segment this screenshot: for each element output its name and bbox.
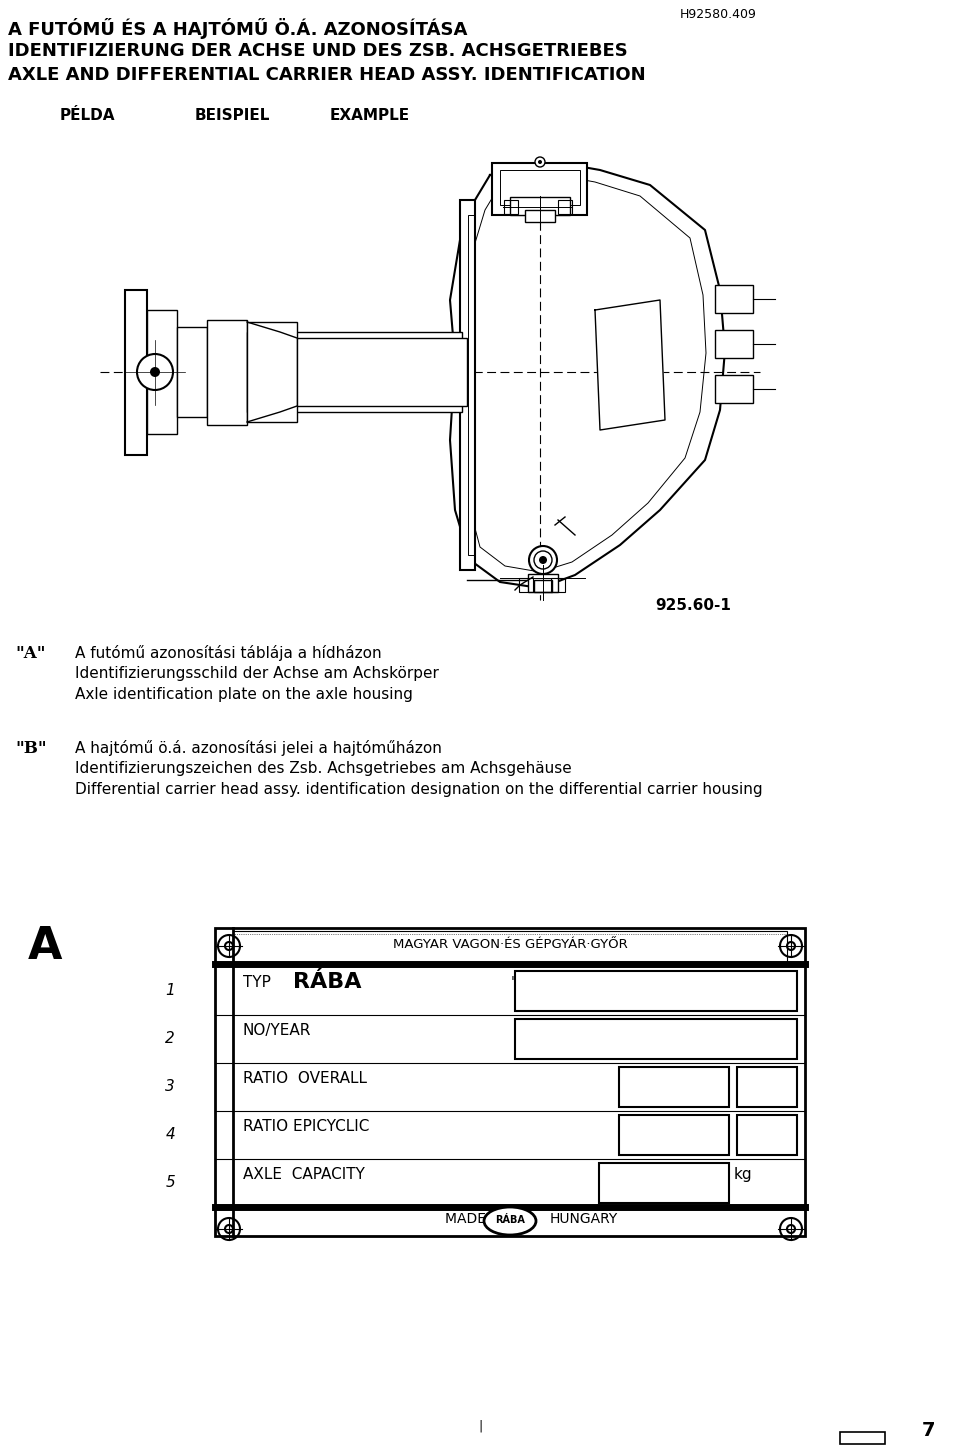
- Circle shape: [539, 556, 547, 564]
- Text: 5: 5: [165, 1175, 175, 1190]
- Bar: [233, 931, 787, 963]
- Text: RÁBA: RÁBA: [495, 1215, 525, 1225]
- Text: "B": "B": [15, 740, 47, 757]
- Bar: [207, 320, 247, 424]
- Circle shape: [137, 355, 173, 389]
- Text: 2: 2: [165, 1032, 175, 1046]
- Text: NO/YEAR: NO/YEAR: [243, 1023, 311, 1037]
- Bar: [492, 163, 587, 215]
- Text: 7: 7: [922, 1421, 935, 1440]
- Text: AXLE AND DIFFERENTIAL CARRIER HEAD ASSY. IDENTIFICATION: AXLE AND DIFFERENTIAL CARRIER HEAD ASSY.…: [8, 65, 646, 84]
- Text: A: A: [28, 926, 62, 968]
- Bar: [297, 339, 467, 405]
- Text: "A": "A": [15, 645, 45, 663]
- Bar: [504, 201, 518, 214]
- Text: Differential carrier head assy. identification designation on the differential c: Differential carrier head assy. identifi…: [75, 782, 762, 798]
- Bar: [558, 201, 572, 214]
- Polygon shape: [595, 299, 665, 430]
- Bar: [599, 1162, 729, 1203]
- Bar: [519, 578, 533, 591]
- Text: RATIO EPICYCLIC: RATIO EPICYCLIC: [243, 1119, 370, 1133]
- Bar: [247, 331, 462, 413]
- Text: RÁBA: RÁBA: [293, 972, 362, 992]
- Bar: [737, 1114, 797, 1155]
- Bar: [177, 327, 207, 417]
- Bar: [715, 330, 753, 357]
- Text: BEISPIEL: BEISPIEL: [195, 108, 271, 124]
- Text: MAGYAR VAGON·ÉS GÉPGYÁR·GYŐR: MAGYAR VAGON·ÉS GÉPGYÁR·GYŐR: [393, 939, 628, 952]
- Text: IDENTIFIZIERUNG DER ACHSE UND DES ZSB. ACHSGETRIEBES: IDENTIFIZIERUNG DER ACHSE UND DES ZSB. A…: [8, 42, 628, 60]
- Bar: [215, 928, 805, 1237]
- Text: EXAMPLE: EXAMPLE: [330, 108, 410, 124]
- Text: RATIO  OVERALL: RATIO OVERALL: [243, 1071, 367, 1085]
- Bar: [510, 198, 570, 215]
- Text: A futómű azonosítási táblája a hídházon: A futómű azonosítási táblája a hídházon: [75, 645, 382, 661]
- Circle shape: [150, 368, 160, 376]
- Bar: [215, 1207, 805, 1237]
- Bar: [619, 1067, 729, 1107]
- Text: A hajtómű ö.á. azonosítási jelei a hajtóműházon: A hajtómű ö.á. azonosítási jelei a hajtó…: [75, 740, 442, 756]
- Text: kg: kg: [734, 1167, 753, 1181]
- Bar: [528, 574, 558, 591]
- Text: HUNGARY: HUNGARY: [550, 1212, 618, 1226]
- Bar: [460, 201, 475, 570]
- Text: H92580.409: H92580.409: [680, 9, 756, 20]
- Text: 3: 3: [165, 1080, 175, 1094]
- Text: A FUTÓMŰ ÉS A HAJTÓMŰ Ö.Á. AZONOSÍTÁSA: A FUTÓMŰ ÉS A HAJTÓMŰ Ö.Á. AZONOSÍTÁSA: [8, 17, 468, 39]
- Text: Axle identification plate on the axle housing: Axle identification plate on the axle ho…: [75, 687, 413, 702]
- Text: PÉLDA: PÉLDA: [60, 108, 115, 124]
- Text: AXLE  CAPACITY: AXLE CAPACITY: [243, 1167, 365, 1181]
- Bar: [715, 375, 753, 402]
- Bar: [525, 211, 555, 222]
- Circle shape: [535, 157, 545, 167]
- Bar: [247, 323, 297, 421]
- Bar: [737, 1067, 797, 1107]
- Polygon shape: [450, 163, 725, 588]
- Bar: [125, 291, 147, 455]
- Text: |: |: [478, 1420, 482, 1433]
- Text: MADE IN: MADE IN: [445, 1212, 505, 1226]
- Text: 4: 4: [165, 1128, 175, 1142]
- Bar: [715, 285, 753, 312]
- Text: TYP: TYP: [243, 975, 271, 989]
- Bar: [515, 971, 797, 1011]
- Ellipse shape: [484, 1207, 536, 1235]
- Text: 925.60-1: 925.60-1: [655, 599, 731, 613]
- Bar: [619, 1114, 729, 1155]
- Bar: [840, 1433, 885, 1444]
- Bar: [534, 580, 552, 591]
- Bar: [551, 578, 565, 591]
- Circle shape: [538, 160, 542, 164]
- Text: ': ': [511, 975, 515, 989]
- Text: Identifizierungsschild der Achse am Achskörper: Identifizierungsschild der Achse am Achs…: [75, 665, 439, 681]
- Bar: [468, 215, 475, 555]
- Text: 1: 1: [165, 984, 175, 998]
- Text: Identifizierungszeichen des Zsb. Achsgetriebes am Achsgehäuse: Identifizierungszeichen des Zsb. Achsget…: [75, 761, 572, 776]
- Bar: [500, 170, 580, 205]
- Bar: [147, 309, 177, 434]
- Bar: [515, 1019, 797, 1059]
- Circle shape: [529, 546, 557, 574]
